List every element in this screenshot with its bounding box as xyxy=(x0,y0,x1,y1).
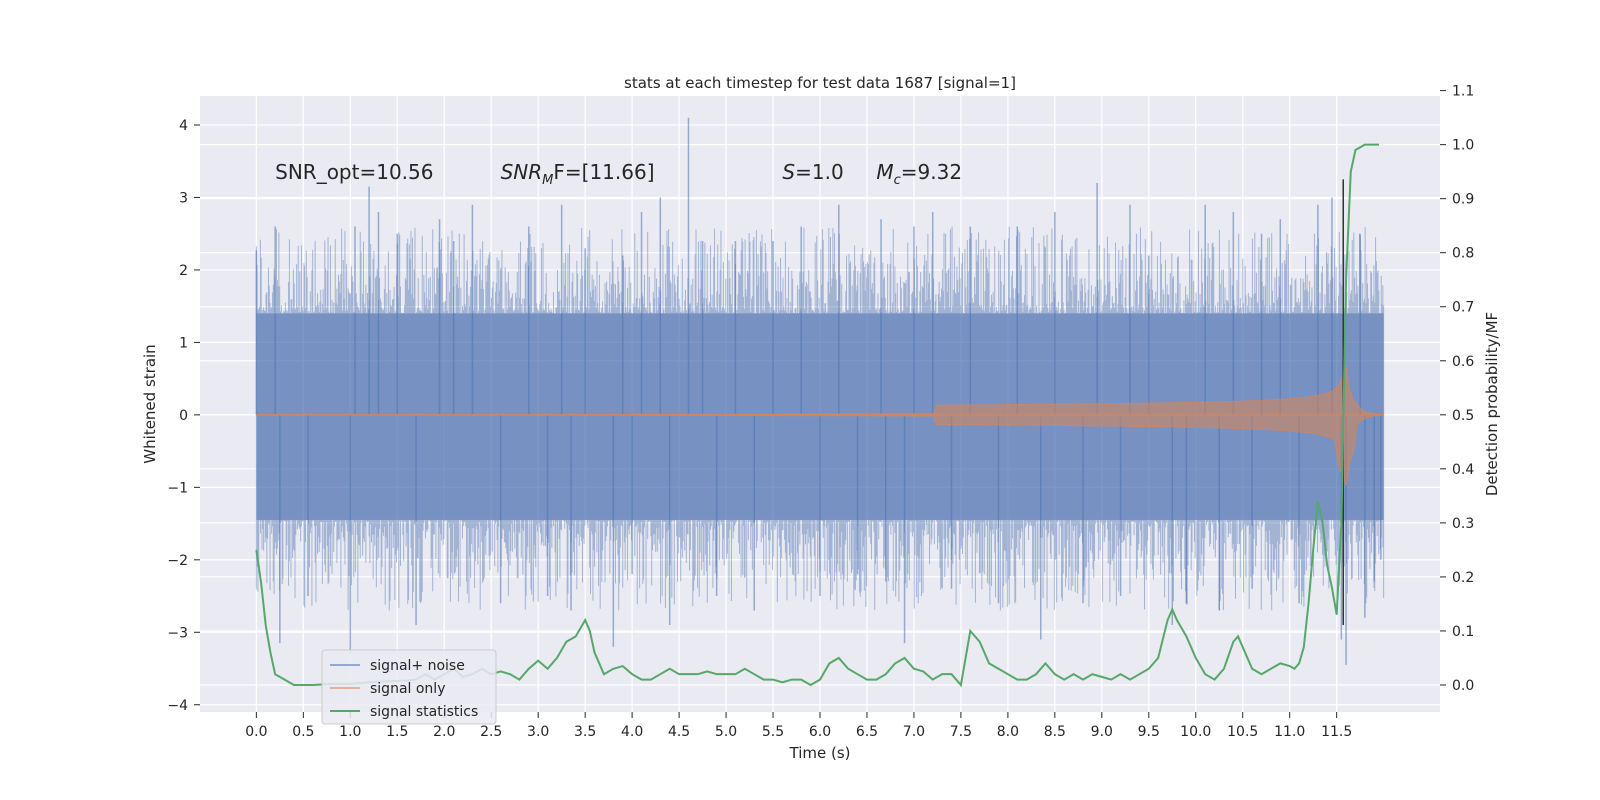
y2-tick-label: 0.9 xyxy=(1452,192,1474,208)
y2-tick-label: 0.1 xyxy=(1452,624,1474,640)
annotations: SNR_opt=10.56 SNRMF=[11.66] S=1.0 Mc=9.32 xyxy=(275,160,962,188)
y2-axis-label: Detection probability/MF xyxy=(1483,312,1501,496)
x-tick-label: 11.0 xyxy=(1274,724,1305,740)
y-axis-label: Whitened strain xyxy=(141,344,159,463)
series-signal-only xyxy=(255,365,1385,486)
y2-tick-label: 1.0 xyxy=(1452,138,1474,154)
x-tick-label: 6.0 xyxy=(809,724,831,740)
y-tick-label: −4 xyxy=(167,698,188,714)
y2-tick-label: 0.7 xyxy=(1452,300,1474,316)
chart-title: stats at each timestep for test data 168… xyxy=(624,74,1016,92)
y2-tick-label: 0.8 xyxy=(1452,246,1474,262)
x-axis-label: Time (s) xyxy=(789,744,851,762)
y-tick-label: 1 xyxy=(179,335,188,351)
legend: signal+ noise signal only signal statistic… xyxy=(321,649,497,725)
y-tick-label: 3 xyxy=(179,190,188,206)
series-layer xyxy=(255,117,1385,688)
noise-peaks xyxy=(255,117,1382,665)
x-tick-label: 3.0 xyxy=(527,724,549,740)
y-tick-label: 2 xyxy=(179,263,188,279)
annotation-3: Mc=9.32 xyxy=(876,160,962,188)
y2-tick-label: 0.2 xyxy=(1452,570,1474,586)
y2-tick-label: 0.5 xyxy=(1452,408,1474,424)
x-tick-label: 8.0 xyxy=(997,724,1019,740)
x-tick-label: 5.5 xyxy=(762,724,784,740)
y-axis-right: 1.1 1.0 0.9 0.8 0.7 0.6 0.5 0.4 0.3 0.2 0.1 0.0 xyxy=(1440,84,1474,694)
x-tick-label: 2.5 xyxy=(480,724,502,740)
x-tick-label: 1.0 xyxy=(339,724,361,740)
y2-tick-label: 0.0 xyxy=(1452,678,1474,694)
y2-tick-label: 0.6 xyxy=(1452,354,1474,370)
x-tick-label: 1.5 xyxy=(386,724,408,740)
x-tick-label: 0.5 xyxy=(292,724,314,740)
legend-box xyxy=(321,649,497,725)
y-tick-label: 4 xyxy=(179,118,188,134)
x-tick-label: 7.5 xyxy=(950,724,972,740)
annotation-0: SNR_opt=10.56 xyxy=(275,160,433,184)
annotation-2: S=1.0 xyxy=(782,160,843,184)
legend-entry: signal only xyxy=(370,681,445,697)
y2-tick-label: 0.4 xyxy=(1452,462,1474,478)
y2-tick-label: 0.3 xyxy=(1452,516,1474,532)
legend-entry: signal+ noise xyxy=(370,658,465,674)
y-axis-left: 4 3 2 1 0 −1 −2 −3 −4 xyxy=(167,118,200,714)
y-tick-label: −3 xyxy=(167,625,188,641)
y-tick-label: 0 xyxy=(179,408,188,424)
x-tick-label: 10.5 xyxy=(1227,724,1258,740)
x-tick-label: 3.5 xyxy=(574,724,596,740)
x-tick-label: 2.0 xyxy=(433,724,455,740)
x-axis: 0.0 0.5 1.0 1.5 2.0 2.5 3.0 3.5 4.0 4.5 5.0 5.5 6.0 6… xyxy=(245,712,1352,740)
x-tick-label: 4.5 xyxy=(668,724,690,740)
x-tick-label: 0.0 xyxy=(245,724,267,740)
x-tick-label: 6.5 xyxy=(856,724,878,740)
x-tick-label: 8.5 xyxy=(1044,724,1066,740)
y-tick-label: −2 xyxy=(167,553,188,569)
x-tick-label: 7.0 xyxy=(903,724,925,740)
x-tick-label: 10.0 xyxy=(1180,724,1211,740)
x-tick-label: 5.0 xyxy=(715,724,737,740)
x-tick-label: 4.0 xyxy=(621,724,643,740)
x-tick-label: 9.5 xyxy=(1138,724,1160,740)
legend-entry: signal statistics xyxy=(370,704,478,720)
x-tick-label: 9.0 xyxy=(1091,724,1113,740)
x-tick-label: 11.5 xyxy=(1321,724,1352,740)
y2-tick-label: 1.1 xyxy=(1452,84,1474,100)
annotation-1: SNRMF=[11.66] xyxy=(501,160,655,188)
y-tick-label: −1 xyxy=(167,480,188,496)
